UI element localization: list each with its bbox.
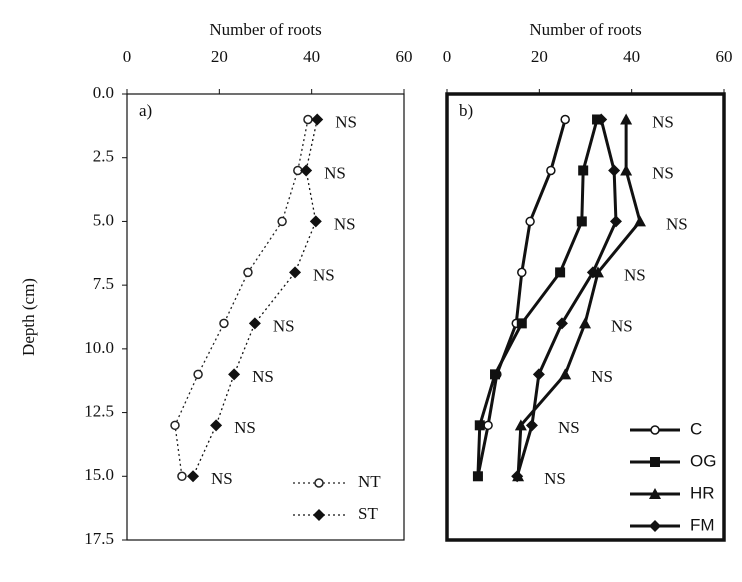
x-tick-label: 60 — [396, 47, 413, 66]
x-axis-title: Number of roots — [529, 20, 641, 39]
annotation: NS — [234, 418, 256, 437]
marker — [474, 420, 485, 431]
x-tick-label: 40 — [623, 47, 640, 66]
annotation: NS — [652, 112, 674, 131]
marker — [177, 471, 187, 482]
panel-label: b) — [459, 101, 473, 120]
legend-marker — [313, 509, 325, 521]
series-line — [174, 119, 309, 477]
legend-marker — [649, 520, 661, 532]
x-tick-label: 20 — [531, 47, 548, 66]
marker — [525, 216, 535, 227]
marker — [546, 165, 556, 176]
marker — [579, 317, 592, 329]
marker — [586, 266, 599, 279]
marker — [210, 419, 223, 432]
y-tick-label: 7.5 — [93, 274, 114, 293]
x-tick-label: 0 — [443, 47, 452, 66]
legend-label: OG — [690, 451, 716, 470]
marker — [608, 164, 621, 177]
marker — [483, 420, 493, 431]
legend-marker — [650, 425, 660, 435]
marker — [511, 470, 524, 483]
plot-frame — [126, 93, 405, 541]
series-line — [476, 119, 567, 477]
marker — [303, 114, 313, 125]
annotation: NS — [652, 163, 674, 182]
marker — [620, 164, 633, 176]
marker — [559, 368, 572, 380]
x-tick-label: 20 — [211, 47, 228, 66]
x-axis-title: Number of roots — [209, 20, 321, 39]
y-tick-label: 2.5 — [93, 147, 114, 166]
annotation: NS — [313, 265, 335, 284]
marker — [609, 215, 622, 228]
annotation: NS — [624, 265, 646, 284]
y-tick-label: 5.0 — [93, 210, 114, 229]
legend-label: FM — [690, 515, 715, 534]
legend-label: HR — [690, 483, 715, 502]
marker — [309, 215, 322, 228]
series-line — [192, 119, 318, 477]
marker — [532, 368, 545, 381]
marker — [248, 317, 261, 330]
marker — [219, 318, 229, 329]
marker — [193, 369, 203, 380]
annotation: NS — [591, 367, 613, 386]
marker — [595, 113, 608, 126]
legend-marker — [650, 457, 660, 467]
marker — [576, 216, 587, 227]
marker — [170, 420, 180, 431]
y-axis-title: Depth (cm) — [19, 278, 38, 356]
series-line — [476, 119, 599, 477]
marker — [514, 419, 527, 431]
marker — [633, 215, 646, 227]
annotation: NS — [211, 469, 233, 488]
series-line — [515, 119, 618, 477]
marker — [311, 113, 324, 126]
legend-marker — [314, 478, 324, 488]
marker — [517, 267, 527, 278]
panel-label: a) — [139, 101, 152, 120]
marker — [555, 317, 568, 330]
marker — [300, 164, 313, 177]
legend-label: ST — [358, 504, 378, 523]
x-tick-label: 0 — [123, 47, 132, 66]
marker — [578, 165, 589, 176]
marker — [490, 369, 501, 380]
annotation: NS — [273, 316, 295, 335]
marker — [555, 267, 566, 278]
y-tick-label: 12.5 — [84, 401, 114, 420]
annotation: NS — [544, 469, 566, 488]
x-tick-label: 40 — [303, 47, 320, 66]
annotation: NS — [252, 367, 274, 386]
marker — [620, 113, 633, 125]
marker — [560, 114, 570, 125]
marker — [525, 419, 538, 432]
legend-marker — [649, 488, 661, 499]
legend-label: C — [690, 419, 702, 438]
plot-frame — [445, 92, 726, 542]
marker — [289, 266, 302, 279]
marker — [516, 318, 527, 329]
marker — [277, 216, 287, 227]
marker — [243, 267, 253, 278]
annotation: NS — [335, 112, 357, 131]
legend-label: NT — [358, 472, 381, 491]
y-tick-label: 17.5 — [84, 529, 114, 548]
y-tick-label: 10.0 — [84, 338, 114, 357]
x-tick-label: 60 — [716, 47, 733, 66]
annotation: NS — [334, 214, 356, 233]
y-tick-label: 0.0 — [93, 83, 114, 102]
marker — [228, 368, 241, 381]
annotation: NS — [666, 214, 688, 233]
series-line — [516, 119, 642, 477]
marker — [472, 471, 483, 482]
marker — [187, 470, 200, 483]
annotation: NS — [611, 316, 633, 335]
annotation: NS — [558, 418, 580, 437]
annotation: NS — [324, 163, 346, 182]
y-tick-label: 15.0 — [84, 465, 114, 484]
